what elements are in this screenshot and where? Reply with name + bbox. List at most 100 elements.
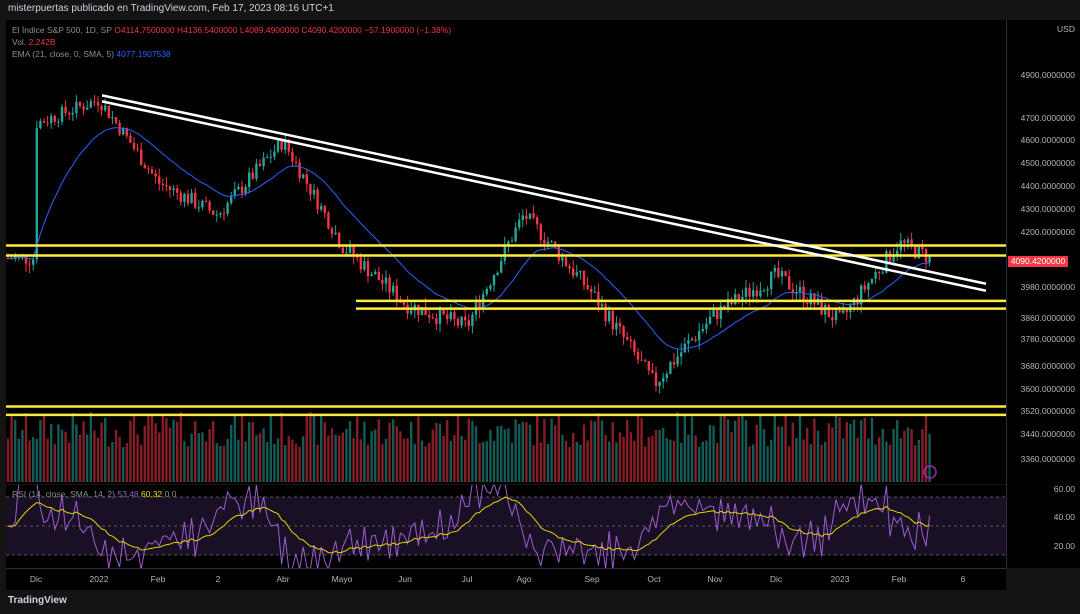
volume-bar	[424, 446, 427, 482]
volume-bar	[420, 440, 424, 482]
volume-bar	[42, 414, 46, 482]
candle-body	[35, 128, 38, 260]
candle-body	[806, 302, 809, 305]
volume-bar	[226, 438, 229, 482]
candle-body	[42, 120, 46, 123]
candle-body	[50, 116, 53, 123]
volume-bar	[96, 437, 100, 482]
volume-bar	[770, 439, 773, 482]
volume-bar	[896, 420, 899, 482]
volume-bar	[647, 436, 650, 482]
volume-bar	[60, 429, 64, 482]
candle-body	[780, 271, 784, 277]
time-tick-label: Nov	[707, 574, 723, 584]
volume-bar	[57, 424, 60, 482]
candle-body	[320, 205, 323, 210]
volume-bar	[158, 432, 161, 482]
time-tick-label: Dic	[769, 574, 783, 584]
volume-bar	[568, 446, 571, 482]
candle-body	[903, 240, 906, 243]
volume-bar	[186, 446, 190, 482]
candle-body	[46, 122, 49, 124]
volume-bar	[626, 419, 629, 482]
volume-bar	[928, 434, 931, 482]
time-tick-label: Feb	[891, 574, 907, 584]
candle-body	[53, 116, 56, 122]
rsi-pane[interactable]	[6, 485, 1006, 568]
price-pane[interactable]	[6, 20, 1006, 484]
candle-body	[719, 305, 722, 319]
candle-body	[298, 162, 301, 179]
candle-body	[230, 195, 233, 204]
candle-body	[615, 322, 618, 330]
candle-body	[287, 139, 290, 152]
candle-body	[302, 174, 305, 179]
legend-change: −57.1900000 (−1.38%)	[364, 25, 452, 35]
candle-body	[568, 266, 571, 269]
candle-body	[579, 271, 582, 273]
rsi-tick-label: 40.00	[1053, 512, 1075, 522]
candle-body	[478, 302, 481, 310]
volume-bar	[903, 430, 906, 482]
candle-body	[798, 286, 802, 293]
candle-body	[636, 351, 640, 360]
volume-bar	[136, 434, 139, 482]
candle-body	[420, 307, 424, 316]
volume-bar	[586, 440, 589, 482]
candle-body	[762, 290, 766, 292]
price-tick-label: 3520.0000000	[1020, 406, 1075, 416]
candle-body	[543, 239, 546, 244]
candle-body	[860, 285, 863, 305]
legend-high: H4136.5400000	[176, 25, 238, 35]
candle-body	[442, 308, 445, 315]
candle-body	[726, 298, 730, 310]
candle-body	[453, 312, 456, 319]
candle-body	[28, 263, 31, 265]
volume-bar	[629, 432, 632, 482]
time-tick-label: Abr	[276, 574, 290, 584]
volume-bar	[179, 412, 182, 482]
volume-bar	[168, 427, 172, 482]
volume-bar	[640, 417, 643, 482]
volume-bar	[885, 441, 888, 482]
volume-bar	[438, 423, 442, 482]
candle-body	[460, 316, 463, 326]
price-tick-label: 4600.0000000	[1020, 135, 1075, 145]
volume-bar	[402, 438, 406, 482]
legend-vol-label: Vol.	[12, 37, 27, 47]
volume-bar	[741, 414, 744, 482]
volume-bar	[89, 412, 92, 482]
price-axis[interactable]: USD 4900.0000000 4700.0000000 4600.0000000…	[1006, 20, 1080, 568]
volume-bar	[536, 414, 539, 482]
candle-body	[514, 227, 517, 242]
volume-bar	[93, 430, 96, 482]
candle-body	[521, 215, 524, 220]
volume-bar	[35, 438, 38, 482]
volume-bar	[557, 415, 560, 482]
candle-body	[600, 304, 604, 307]
time-axis[interactable]: Dic 2022 Feb 2 Abr Mayo Jun Jul Ago Sep Oct Nov Dic 2…	[6, 568, 1006, 591]
price-tick-label: 4700.0000000	[1020, 113, 1075, 123]
volume-bar	[212, 421, 215, 482]
volume-bar	[348, 421, 352, 482]
candle-body	[712, 309, 715, 317]
candle-body	[788, 276, 791, 290]
candle-body	[842, 309, 845, 313]
candle-body	[370, 274, 373, 277]
candle-body	[86, 107, 89, 110]
volume-bar	[237, 439, 240, 482]
candle-body	[874, 272, 877, 279]
volume-bar	[892, 429, 895, 482]
candle-body	[629, 339, 632, 341]
volume-bar	[176, 421, 179, 482]
candle-body	[618, 322, 622, 327]
volume-bar	[183, 441, 186, 482]
candle-body	[755, 290, 758, 297]
volume-bar	[917, 439, 920, 482]
volume-bar	[561, 434, 564, 482]
candle-body	[428, 314, 431, 318]
candle-body	[172, 188, 175, 190]
candle-body	[536, 217, 539, 225]
volume-bar	[867, 438, 870, 482]
candle-body	[467, 320, 470, 326]
